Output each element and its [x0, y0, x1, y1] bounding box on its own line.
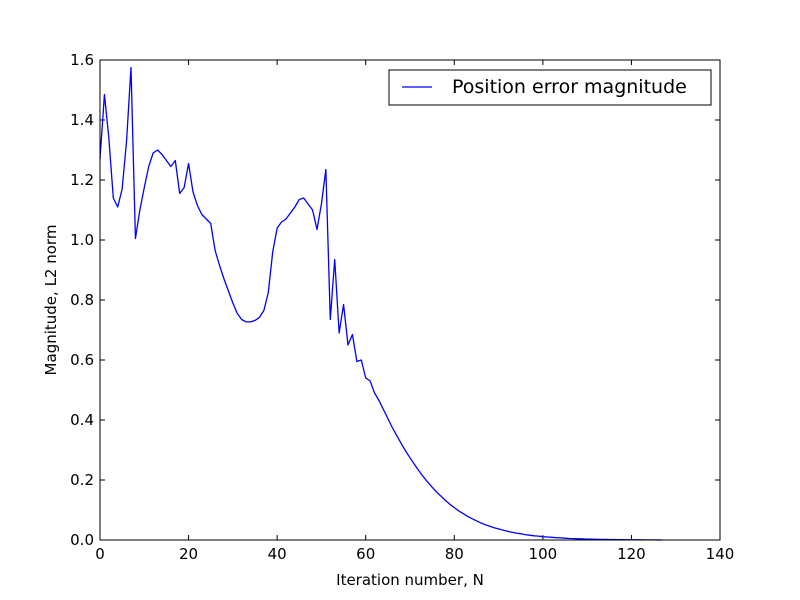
x-axis-label: Iteration number, N — [336, 571, 484, 589]
ticks-layer: 0 20 40 60 80 100 120 140 0.0 0.2 0.4 0.6 0.8 1.0 1.2 1… — [70, 51, 734, 563]
legend: Position error magnitude — [388, 69, 712, 106]
x-tick-label: 100 — [529, 545, 558, 563]
series-line-position-error-magnitude — [99, 66, 663, 541]
y-tick-label: 0.6 — [70, 351, 94, 369]
y-tick-label: 1.0 — [70, 231, 94, 249]
x-tick-label: 80 — [445, 545, 464, 563]
x-tick-label: 60 — [356, 545, 375, 563]
legend-entry-label: Position error magnitude — [452, 76, 687, 98]
x-tick-label: 20 — [179, 545, 198, 563]
legend-box — [388, 69, 712, 106]
y-tick-label: 1.2 — [70, 171, 94, 189]
x-tick-label: 140 — [706, 545, 735, 563]
y-tick-label: 1.4 — [70, 111, 94, 129]
y-axis-label: Magnitude, L2 norm — [42, 225, 60, 376]
plot-area-frame — [99, 59, 721, 541]
x-tick-label: 120 — [617, 545, 646, 563]
x-tick-label: 40 — [268, 545, 287, 563]
y-tick-label: 0.4 — [70, 411, 94, 429]
series-layer — [99, 66, 663, 541]
y-tick-label: 0.8 — [70, 291, 94, 309]
y-tick-label: 0.2 — [70, 471, 94, 489]
x-tick-label: 0 — [95, 545, 105, 563]
y-tick-label: 1.6 — [70, 51, 94, 69]
y-tick-label: 0.0 — [70, 531, 94, 549]
